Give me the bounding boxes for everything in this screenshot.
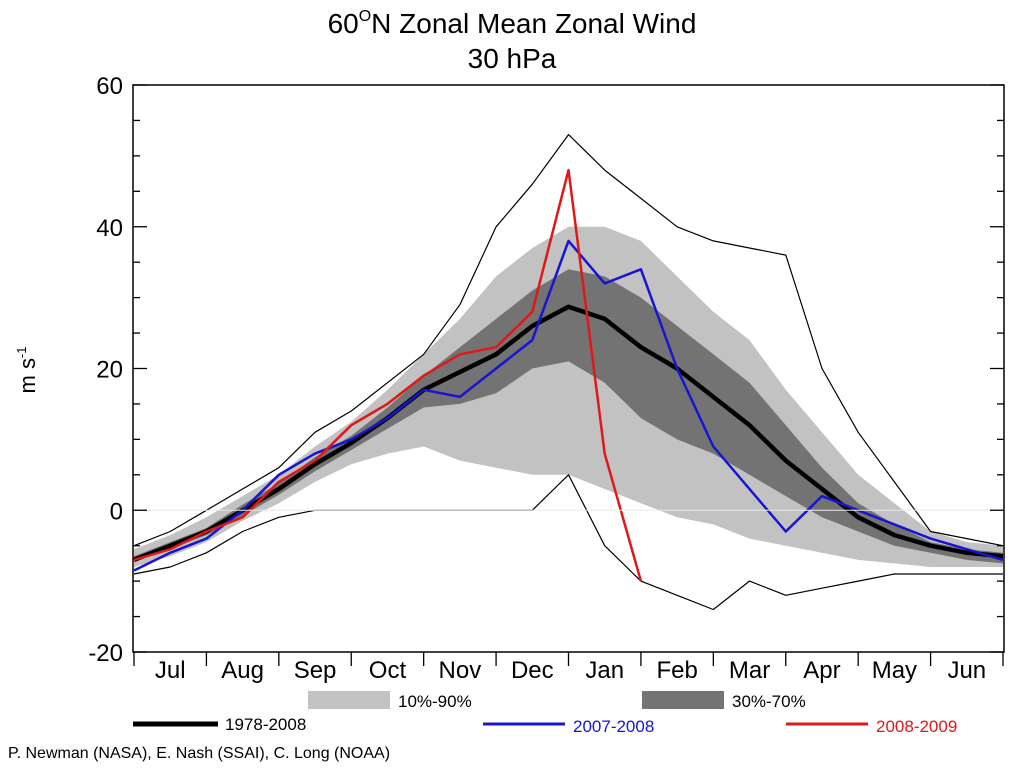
y-tick-label: 60 — [96, 73, 123, 100]
line-max — [133, 134, 1004, 547]
y-tick-label: 20 — [96, 357, 123, 384]
line-2008-2009 — [133, 168, 643, 582]
y-tick-label: -20 — [88, 640, 123, 667]
x-tick-label: Dec — [511, 657, 554, 684]
legend-label-30-70: 30%-70% — [732, 692, 806, 711]
x-tick-label: Feb — [656, 657, 697, 684]
line-mean-1978-2008 — [133, 304, 1004, 562]
x-tick-label: Aug — [221, 657, 264, 684]
x-tick-label: Jul — [155, 657, 186, 684]
x-tick-label: Jan — [585, 657, 624, 684]
x-tick-label: Nov — [439, 657, 482, 684]
chart-title: 60ON Zonal Mean Zonal Wind — [328, 8, 697, 39]
y-axis: -20 0 20 40 60 — [88, 73, 1004, 667]
x-axis: Jul Aug Sep Oct Nov Dec Jan Feb Mar Apr May Jun — [133, 652, 1004, 684]
title-superscript: O — [359, 8, 371, 25]
x-tick-label: Oct — [369, 657, 407, 684]
percentile-bands — [134, 226, 1003, 568]
x-tick-label: Apr — [803, 657, 840, 684]
x-tick-label: Sep — [294, 657, 337, 684]
legend-swatch-10-90 — [308, 691, 390, 709]
line-min — [133, 474, 1003, 611]
legend-label-10-90: 10%-90% — [398, 692, 472, 711]
legend-label-mean: 1978-2008 — [225, 715, 306, 734]
chart-subtitle: 30 hPa — [468, 43, 557, 74]
band-30-70 — [134, 269, 1003, 564]
legend: 10%-90% 30%-70% 1978-2008 2007-2008 2008… — [133, 691, 957, 736]
x-tick-label: Jun — [947, 657, 986, 684]
legend-swatch-30-70 — [642, 691, 724, 709]
y-tick-label: 40 — [96, 215, 123, 242]
y-axis-label-superscript: -1 — [14, 346, 29, 358]
credit-line: P. Newman (NASA), E. Nash (SSAI), C. Lon… — [8, 745, 390, 762]
legend-label-2008-2009: 2008-2009 — [876, 717, 957, 736]
y-tick-label: 0 — [110, 498, 123, 525]
legend-label-2007-2008: 2007-2008 — [573, 717, 654, 736]
y-axis-label: m s-1 — [14, 346, 40, 393]
x-tick-label: Mar — [729, 657, 770, 684]
x-tick-label: May — [872, 657, 917, 684]
